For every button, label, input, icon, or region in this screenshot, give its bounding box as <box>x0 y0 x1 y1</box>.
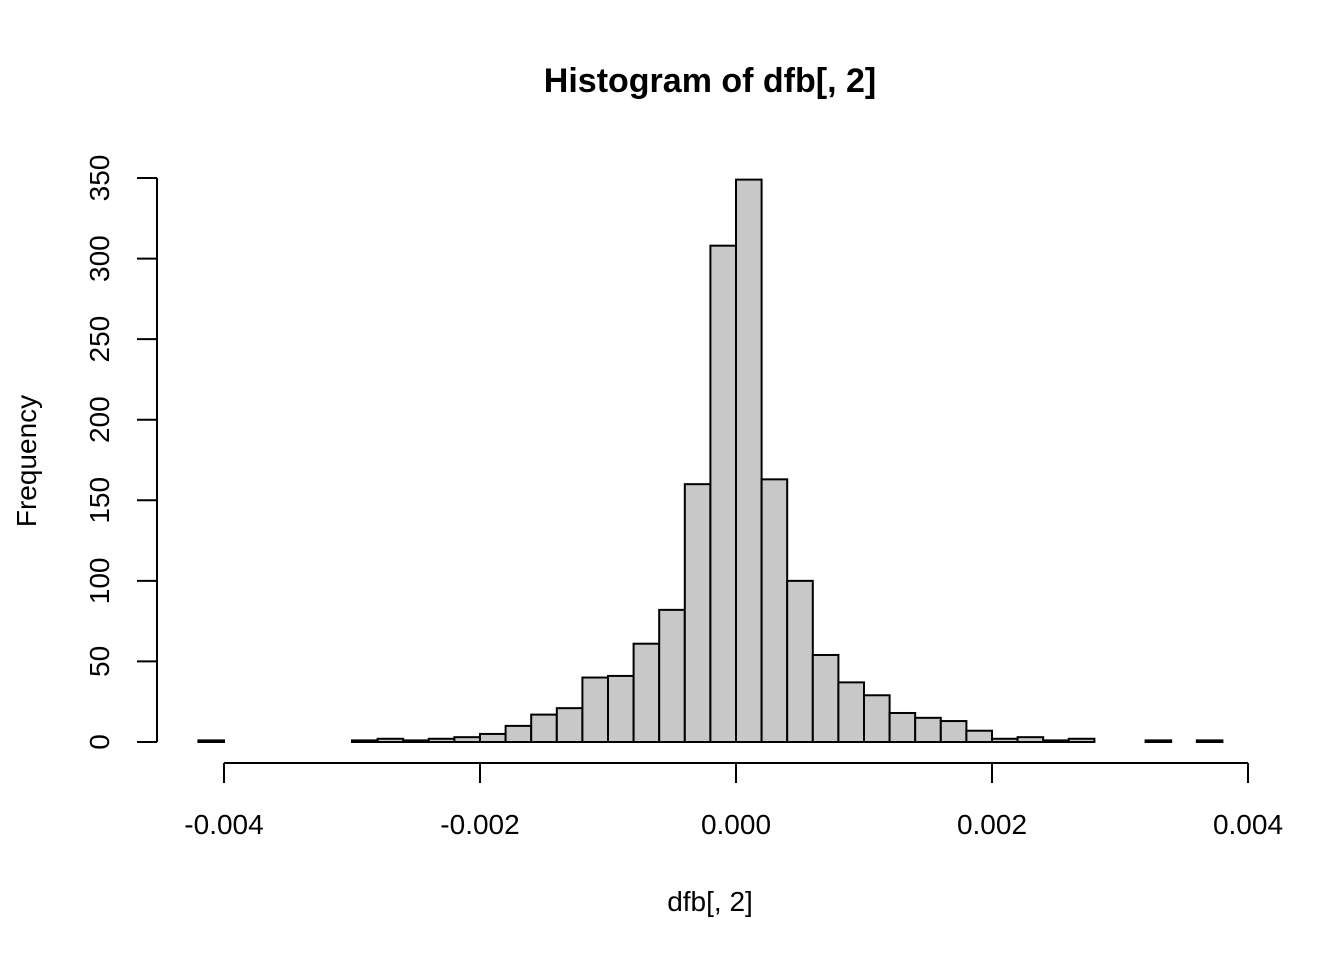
histogram-bar <box>197 739 225 744</box>
x-tick-label: -0.004 <box>184 809 263 840</box>
x-tick-label: 0.002 <box>957 809 1027 840</box>
x-tick-label: 0.000 <box>701 809 771 840</box>
histogram-bar <box>888 711 917 743</box>
histogram-bar <box>709 244 738 743</box>
histogram-bar <box>760 478 789 743</box>
y-tick-label: 350 <box>84 155 115 202</box>
histogram-bar <box>530 713 558 743</box>
histogram-bar <box>581 676 610 743</box>
histogram-bar <box>965 729 994 743</box>
bars <box>197 178 1224 744</box>
y-tick-label: 50 <box>84 646 115 677</box>
y-tick-label: 100 <box>84 558 115 605</box>
histogram-bar <box>735 178 763 744</box>
y-tick-label: 200 <box>84 396 115 443</box>
histogram-bar <box>786 579 814 743</box>
histogram-bar <box>837 681 866 744</box>
y-tick-label: 150 <box>84 477 115 524</box>
histogram-bar <box>504 724 533 744</box>
histogram-bar <box>1067 737 1096 744</box>
histogram-bar <box>1195 739 1224 744</box>
histogram-bar <box>1144 739 1173 744</box>
histogram-bar <box>607 674 635 743</box>
histogram-bar <box>453 736 481 743</box>
histogram-bar <box>939 720 968 743</box>
y-tick-label: 250 <box>84 316 115 363</box>
histogram-bar <box>1042 739 1070 744</box>
y-axis: 0 50 100 150 200 250 300 350 <box>84 155 158 750</box>
histogram-bar <box>914 716 942 744</box>
histogram-bar <box>1016 736 1045 743</box>
histogram-bar <box>632 642 661 744</box>
histogram-bar <box>479 732 507 744</box>
histogram-bar <box>351 739 379 744</box>
histogram-bar <box>427 737 456 744</box>
histogram-bar <box>555 707 584 743</box>
y-tick-label: 300 <box>84 235 115 282</box>
x-axis: -0.004 -0.002 0.000 0.002 0.004 <box>184 762 1283 840</box>
chart-title: Histogram of dfb[, 2] <box>544 62 876 100</box>
y-tick-label: 0 <box>84 734 115 750</box>
histogram-bar <box>863 694 891 744</box>
histogram-bar <box>376 737 405 744</box>
x-tick-label: 0.004 <box>1213 809 1283 840</box>
histogram-bar <box>991 737 1019 744</box>
y-axis-label: Frequency <box>11 395 42 527</box>
x-axis-label: dfb[, 2] <box>667 886 753 917</box>
histogram-bar <box>811 653 840 743</box>
x-tick-label: -0.002 <box>440 809 519 840</box>
histogram-bar <box>683 483 712 743</box>
histogram-bar <box>658 608 686 743</box>
histogram-bar <box>402 739 430 744</box>
